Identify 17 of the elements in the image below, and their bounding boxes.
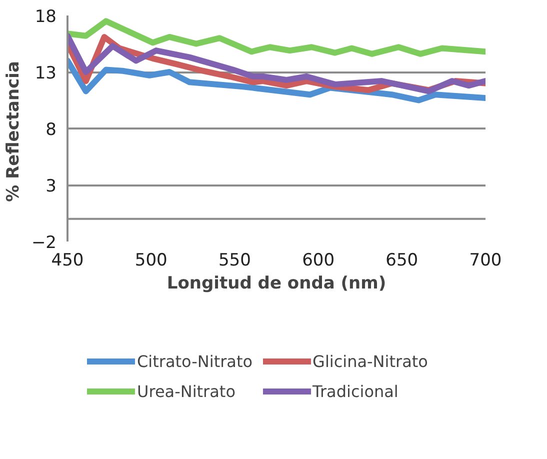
y-tick-label: −2: [31, 233, 56, 253]
legend-label: Citrato-Nitrato: [137, 352, 253, 370]
y-tick-label: 13: [34, 64, 57, 84]
x-tick-label: 700: [469, 250, 502, 270]
x-tick-label: 450: [51, 250, 84, 270]
legend-label: Tradicional: [312, 382, 398, 400]
x-tick-label: 550: [218, 250, 251, 270]
legend-label: Glicina-Nitrato: [312, 352, 428, 370]
y-tick-label: 18: [34, 7, 57, 27]
x-tick-label: 650: [386, 250, 418, 270]
y-axis-title: % Reflectancia: [3, 61, 24, 202]
y-tick-label: 8: [46, 120, 57, 140]
x-axis-title: Longitud de onda (nm): [166, 274, 386, 294]
legend-label: Urea-Nitrato: [137, 382, 236, 400]
x-tick-label: 600: [302, 250, 335, 270]
y-tick-label: 3: [46, 176, 57, 196]
x-tick-label: 500: [134, 250, 168, 270]
